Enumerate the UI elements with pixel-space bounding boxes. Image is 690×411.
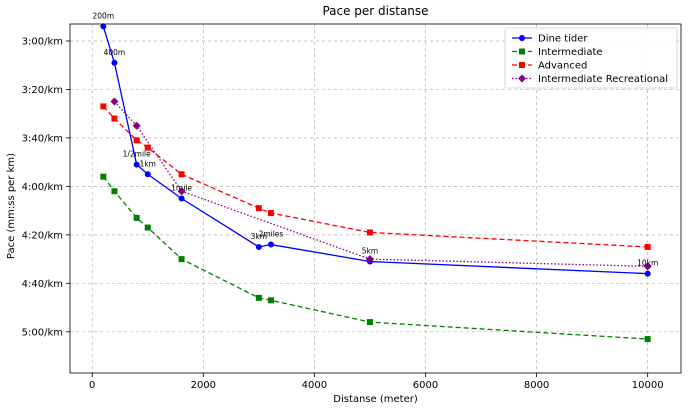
data-point (255, 294, 262, 301)
point-annotation: 1km (140, 159, 156, 168)
data-point (255, 205, 262, 212)
data-point (144, 144, 151, 151)
data-point (267, 210, 274, 217)
data-point (644, 270, 651, 277)
point-annotation: 3km (251, 232, 267, 241)
y-axis-ticks: 3:00/km 3:20/km 3:40/km 4:00/km 4:20/km 4:40/… (22, 36, 70, 338)
y-tick-label: 4:00/km (22, 182, 63, 193)
series-line (113, 101, 648, 268)
x-tick-label: 2000 (191, 380, 216, 391)
data-point (178, 195, 185, 202)
data-point (100, 23, 107, 30)
data-point (132, 121, 141, 130)
legend-entry: Intermediate Recreational (512, 74, 668, 85)
data-point (133, 214, 140, 221)
legend-marker (519, 62, 525, 68)
data-point (178, 256, 185, 263)
legend-box (504, 27, 678, 89)
data-point (110, 97, 119, 106)
legend-label: Advanced (538, 61, 587, 72)
series-line (102, 105, 648, 248)
data-point (111, 188, 118, 195)
data-point (111, 59, 118, 66)
legend-marker (518, 74, 526, 83)
data-point (366, 319, 373, 326)
data-point (133, 137, 140, 144)
legend-label: Intermediate Recreational (538, 74, 668, 85)
y-axis-label: Pace (mm:ss per km) (6, 153, 17, 259)
grid (70, 24, 681, 373)
chart-title: Pace per distanse (322, 4, 428, 18)
data-point (267, 241, 274, 248)
legend-label: Intermediate (538, 47, 603, 58)
legend-entry: Intermediate (512, 47, 603, 58)
legend-entry: Dine tider (512, 34, 588, 45)
data-point (255, 243, 262, 250)
series-2 (100, 103, 651, 250)
x-axis-ticks: 0 2000 4000 6000 8000 10000 (89, 373, 664, 391)
plot-frame (69, 23, 682, 374)
x-tick-label: 6000 (413, 380, 438, 391)
legend: Dine tider Intermediate Advanced Intermedia… (504, 27, 678, 89)
series-3 (110, 97, 652, 271)
data-point (644, 243, 651, 250)
data-point (100, 103, 107, 110)
y-tick-label: 4:20/km (22, 230, 63, 241)
x-tick-label: 4000 (302, 380, 327, 391)
data-point (643, 262, 652, 271)
legend-label: Dine tider (538, 34, 588, 45)
y-tick-label: 3:00/km (22, 36, 63, 47)
point-annotation: 5km (362, 247, 378, 256)
legend-marker (519, 48, 525, 55)
point-annotation: 1mile (171, 184, 192, 193)
y-tick-label: 4:40/km (22, 279, 63, 290)
point-annotation: 2miles (259, 230, 284, 239)
data-point (366, 229, 373, 236)
point-annotation: 200m (93, 11, 115, 20)
data-point (267, 297, 274, 304)
point-annotation: 10km (637, 259, 658, 268)
series-layer (100, 23, 652, 343)
y-tick-label: 3:20/km (22, 85, 63, 96)
x-tick-label: 0 (89, 380, 95, 391)
point-annotation: 1/2mile (123, 150, 152, 159)
point-annotation: 400m (104, 48, 126, 57)
data-point (644, 336, 651, 343)
data-point (178, 171, 185, 178)
series-1 (100, 173, 651, 343)
x-tick-label: 10000 (632, 380, 664, 391)
x-tick-label: 8000 (524, 380, 549, 391)
legend-marker (519, 35, 525, 41)
x-axis-label: Distanse (meter) (333, 394, 418, 405)
data-point (144, 171, 151, 178)
data-point (100, 173, 107, 180)
data-point (144, 224, 151, 231)
y-tick-label: 3:40/km (22, 133, 63, 144)
data-point (365, 255, 374, 264)
data-point (111, 115, 118, 122)
legend-entry: Advanced (512, 61, 587, 72)
data-point (133, 161, 140, 168)
y-tick-label: 5:00/km (22, 327, 63, 338)
data-point (177, 187, 186, 196)
